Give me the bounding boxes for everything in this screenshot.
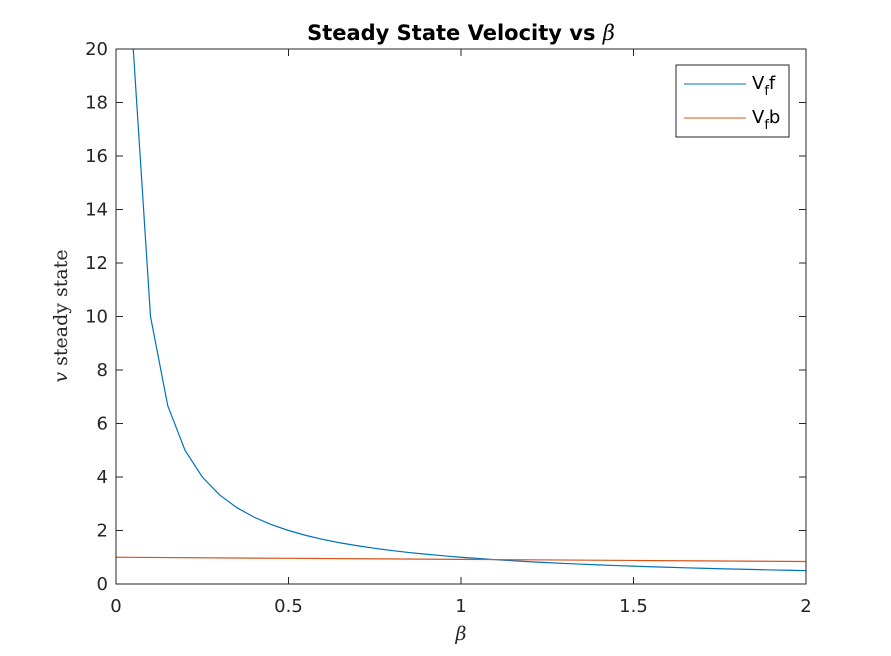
x-tick-label: 2 [800,596,811,617]
legend-label-vfb: Vfb [752,107,780,133]
series-line-vfb [115,556,807,563]
legend: Vff Vfb [675,64,790,138]
legend-label-vff: Vff [752,73,776,99]
y-axis-label: v steady state [50,249,72,382]
x-tick-label: 1 [455,596,466,617]
legend-label-vff-sub: f [764,84,769,99]
y-tick-label: 4 [97,467,108,488]
y-tick-label: 20 [85,39,108,60]
x-axis-label: β [455,623,467,645]
y-tick-label: 12 [85,253,108,274]
y-tick-label: 18 [85,93,108,114]
y-tick-label: 14 [85,200,108,221]
legend-label-vfb-sub: f [764,118,769,133]
y-tick-label: 8 [97,360,108,381]
y-tick-label: 10 [85,307,108,328]
chart-title-symbol: β [602,21,615,45]
y-tick-label: 2 [97,521,108,542]
chart-title: Steady State Velocity vs β [307,21,615,45]
y-tick-label: 16 [85,146,108,167]
series-line-vff [132,48,807,572]
legend-label-vff-tail: f [769,73,776,94]
y-axis-label-text: steady state [50,249,72,372]
x-tick-label: 0.5 [274,596,303,617]
chart-title-text: Steady State Velocity vs [307,21,603,45]
legend-label-vff-main: V [752,73,765,94]
plot-background [116,49,806,584]
series-layer [115,48,807,572]
legend-label-vfb-main: V [752,107,765,128]
legend-box [675,64,790,138]
y-axis-label-symbol: v [50,372,72,383]
x-tick-label: 1.5 [619,596,648,617]
x-tick-label: 0 [110,596,121,617]
y-tick-label: 6 [97,414,108,435]
y-tick-label: 0 [97,574,108,595]
legend-label-vfb-tail: b [769,107,780,128]
